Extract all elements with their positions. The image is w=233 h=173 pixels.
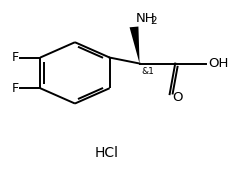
Text: HCl: HCl: [94, 146, 118, 160]
Text: NH: NH: [136, 12, 156, 25]
Polygon shape: [130, 26, 140, 63]
Text: OH: OH: [208, 57, 229, 70]
Text: F: F: [12, 51, 19, 64]
Text: O: O: [172, 91, 183, 104]
Text: F: F: [12, 82, 19, 95]
Text: 2: 2: [151, 16, 157, 26]
Text: &1: &1: [141, 67, 154, 76]
